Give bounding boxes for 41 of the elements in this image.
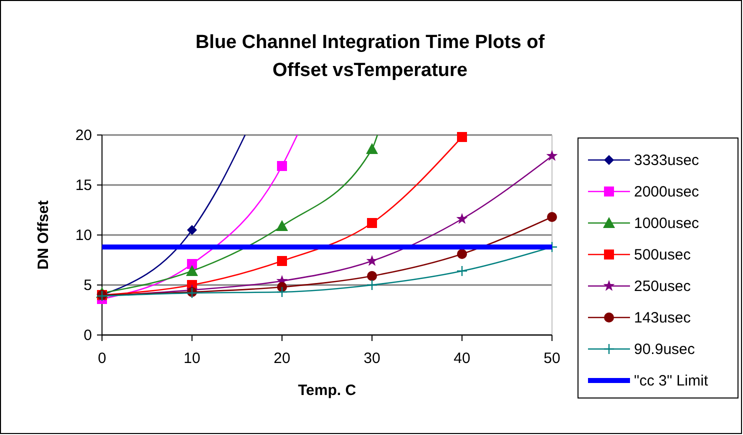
point	[187, 225, 197, 235]
x-tick-label: 50	[544, 350, 560, 367]
legend-label: 90.9usec	[634, 341, 696, 358]
point	[547, 212, 557, 222]
x-tick-label: 20	[274, 350, 290, 367]
point	[456, 265, 468, 277]
y-tick-label: 0	[84, 327, 92, 344]
point	[276, 286, 288, 298]
y-axis-title: DN Offset	[35, 200, 52, 270]
x-tick-label: 0	[98, 350, 106, 367]
point	[366, 255, 378, 266]
legend-label: 2000usec	[634, 184, 700, 200]
y-tick-label: 5	[84, 277, 92, 294]
x-axis-title: Temp. C	[298, 382, 356, 399]
point	[457, 249, 467, 259]
point	[457, 132, 467, 142]
point	[367, 218, 377, 228]
point	[277, 161, 287, 171]
chart-title: Blue Channel Integration Time Plots of Offset vsTemperature	[195, 32, 546, 81]
legend-label: 250usec	[634, 278, 692, 295]
x-tick-label: 40	[454, 350, 470, 367]
x-tick-label: 30	[364, 350, 380, 367]
point	[366, 279, 378, 291]
point	[277, 282, 287, 292]
point	[367, 271, 377, 281]
legend-label: 143usec	[634, 310, 692, 326]
legend-label: 3333usec	[634, 152, 700, 169]
x-tick-label: 10	[184, 350, 200, 367]
legend-label: 1000usec	[634, 215, 700, 232]
point	[187, 259, 197, 269]
point	[276, 220, 288, 231]
legend-label: 500usec	[634, 246, 692, 264]
point	[366, 143, 378, 154]
y-tick-label: 20	[75, 127, 92, 144]
y-tick-label: 15	[75, 177, 92, 194]
point	[456, 213, 468, 224]
y-tick-label: 10	[75, 227, 92, 244]
point	[277, 256, 287, 266]
legend-label: "cc 3" Limit	[634, 372, 709, 390]
point	[546, 150, 558, 161]
point	[186, 265, 198, 276]
